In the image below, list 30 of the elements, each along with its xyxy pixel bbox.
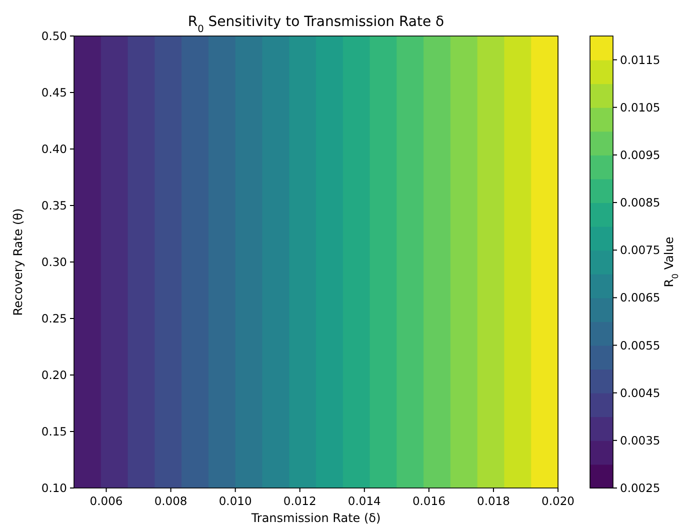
color-bar-label: 0.0065 xyxy=(620,290,660,305)
y-tick-label: 0.15 xyxy=(41,424,67,439)
y-tick-label: 0.10 xyxy=(41,481,67,496)
color-bar-label: 0.0085 xyxy=(620,196,660,210)
x-tick-label: 0.008 xyxy=(154,494,188,508)
x-tick-label: 0.010 xyxy=(218,494,252,508)
x-axis-title: Transmission Rate (δ) xyxy=(250,511,381,525)
y-tick-label: 0.30 xyxy=(41,255,67,270)
x-tick-label: 0.018 xyxy=(477,494,510,508)
color-bar-label: 0.0105 xyxy=(620,100,660,114)
y-tick-label: 0.40 xyxy=(41,142,67,156)
x-tick-label: 0.014 xyxy=(348,494,381,508)
x-tick-label: 0.020 xyxy=(542,494,574,508)
y-axis-title: Recovery Rate (θ) xyxy=(11,208,25,316)
x-tick-label: 0.006 xyxy=(90,494,123,508)
color-bar-label: 0.0025 xyxy=(620,481,660,496)
y-tick-label: 0.50 xyxy=(41,29,67,44)
chart-title: R$_{0}$ Sensitivity to Transmission Rate δ xyxy=(188,14,444,34)
color-bar-label: 0.0055 xyxy=(620,338,660,352)
color-bar-label: 0.0045 xyxy=(620,386,660,400)
y-tick-label: 0.20 xyxy=(41,368,67,382)
y-tick-label: 0.35 xyxy=(41,198,67,213)
x-tick-label: 0.012 xyxy=(283,494,316,508)
y-tick-label: 0.25 xyxy=(41,312,67,326)
x-tick-label: 0.016 xyxy=(412,494,446,508)
color-bar-label: 0.0035 xyxy=(620,433,660,448)
color-bar-label: 0.0075 xyxy=(620,243,660,258)
color-bar-label: 0.0095 xyxy=(620,148,660,162)
color-bar-label: 0.0115 xyxy=(620,52,660,67)
y-tick-label: 0.45 xyxy=(41,86,67,100)
